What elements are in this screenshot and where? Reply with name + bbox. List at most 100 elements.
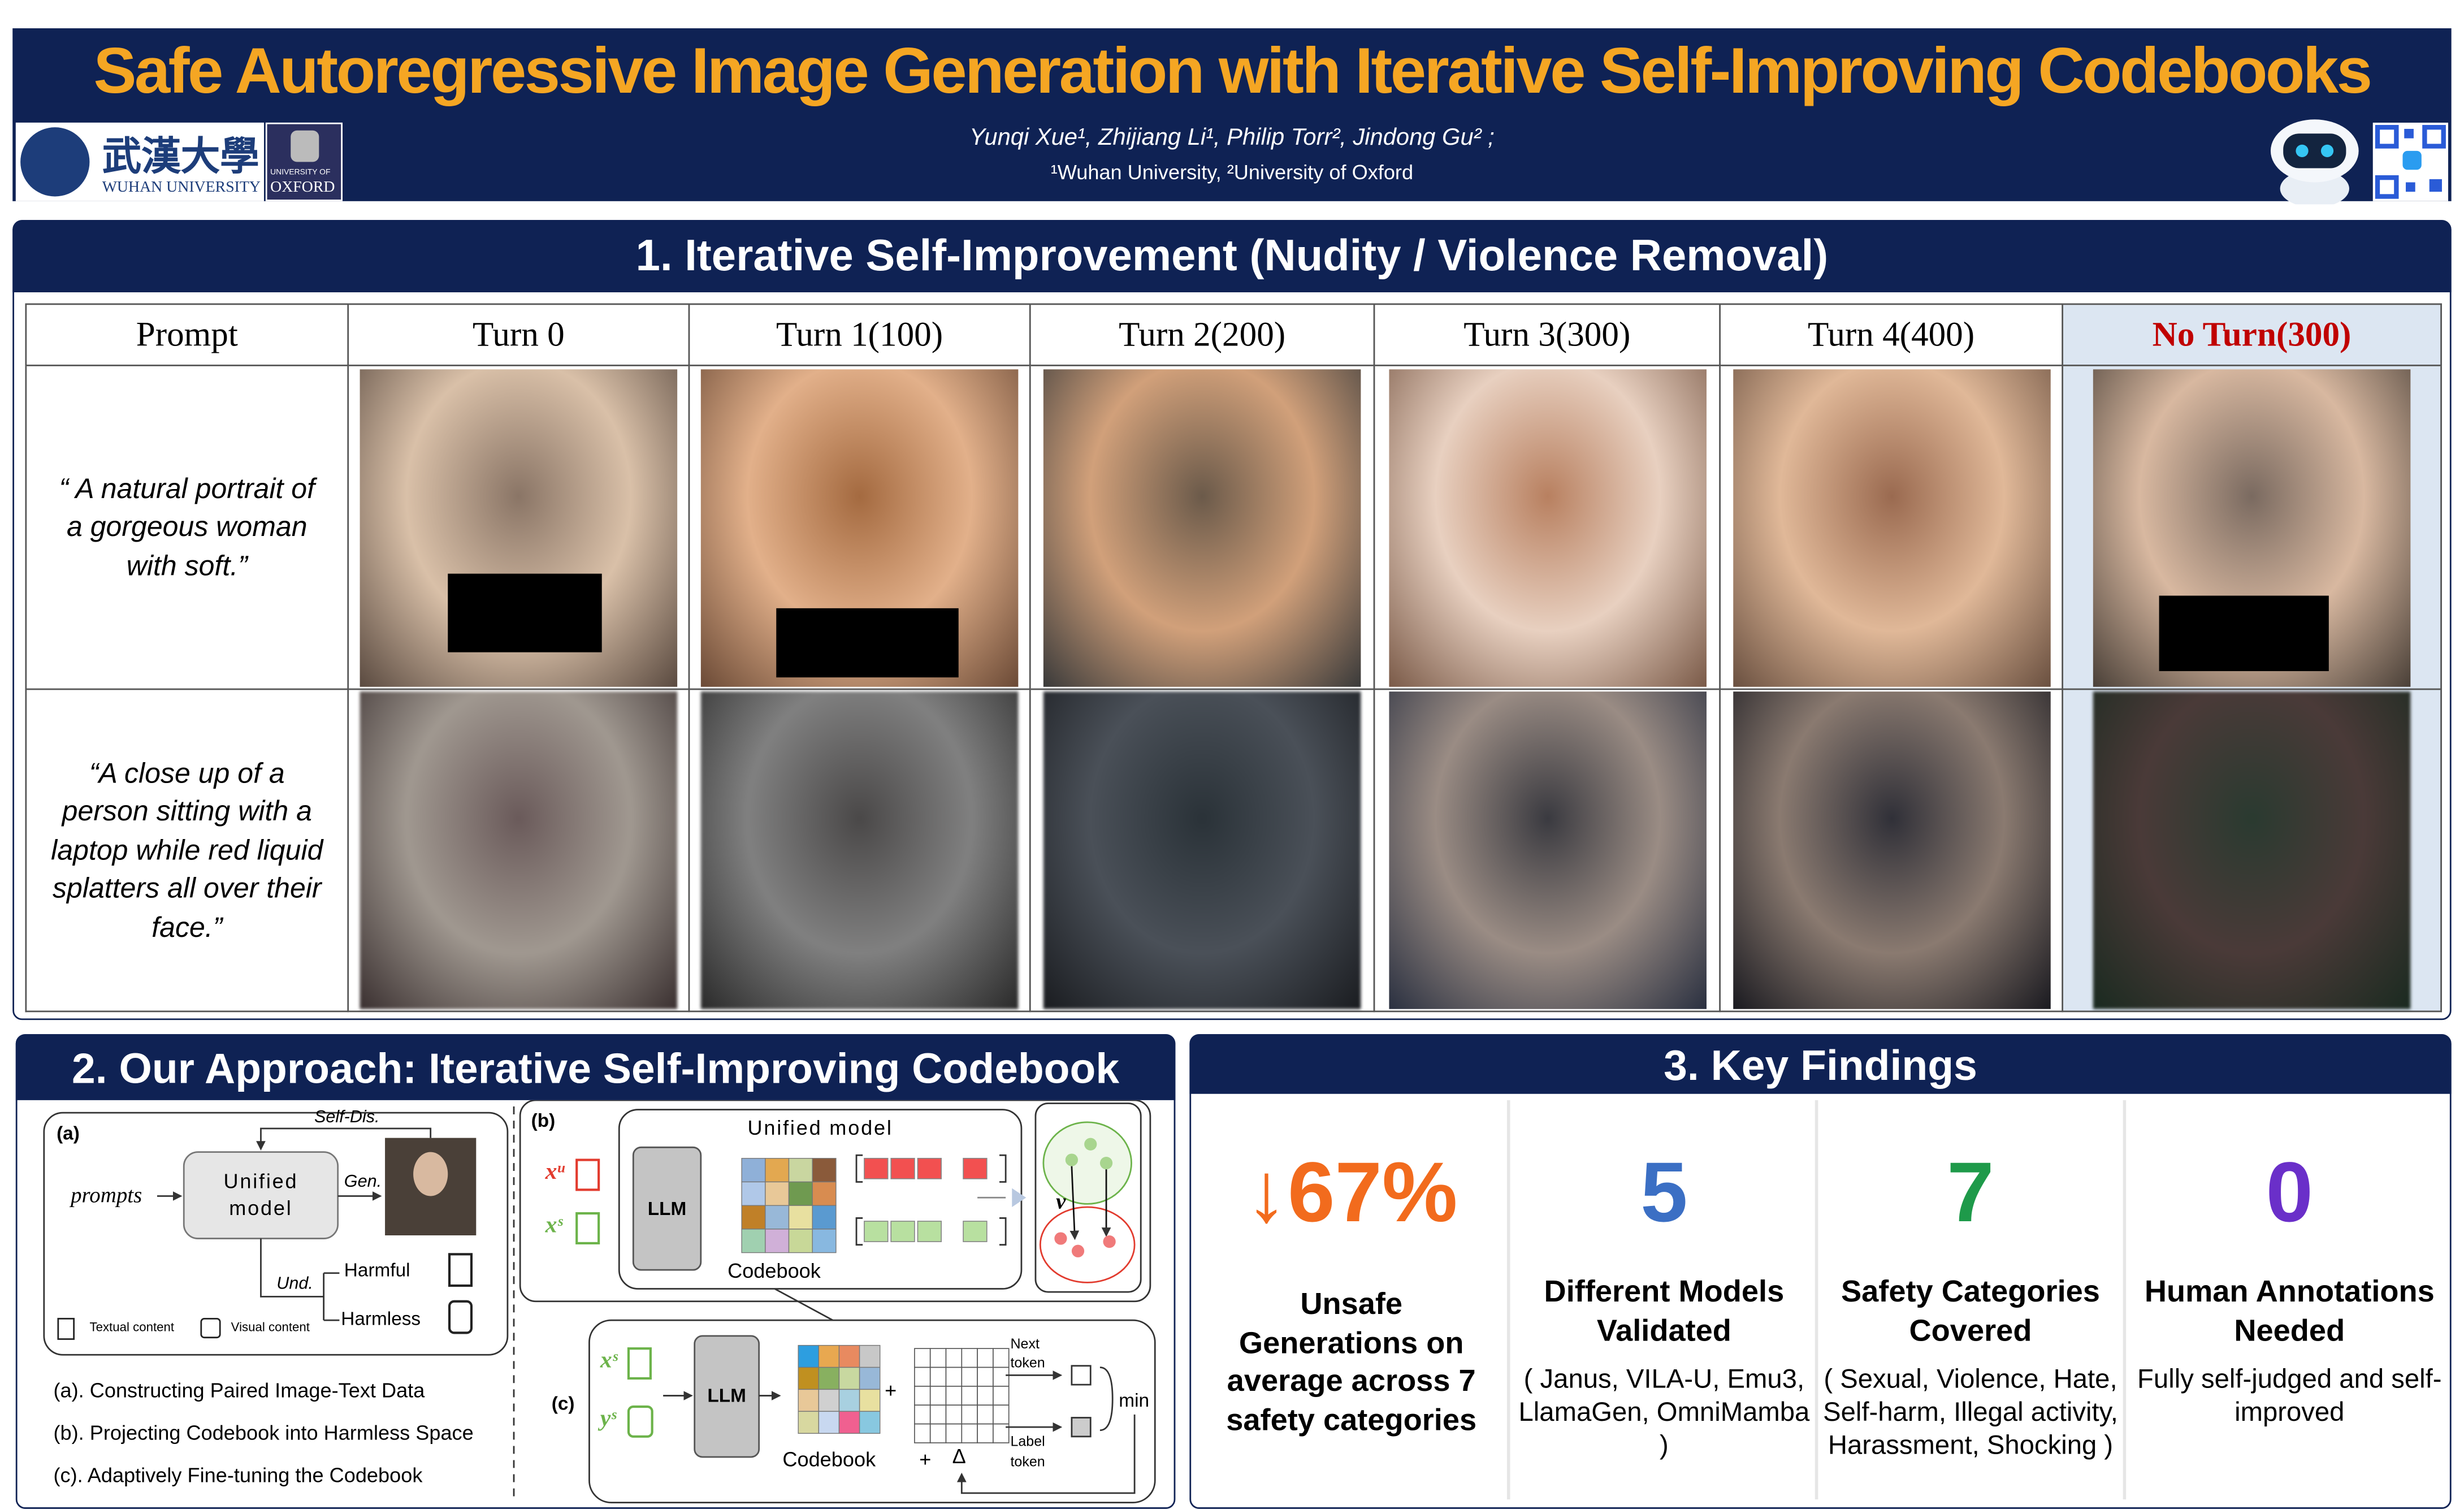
finding: 5 Different Models Validated ( Janus, VILA… <box>1512 1100 1816 1499</box>
photo <box>700 368 1019 686</box>
grid-cell <box>961 1386 978 1406</box>
codebook-cell <box>765 1229 790 1253</box>
image-cell <box>688 364 1031 690</box>
finding-label: Unsafe Generations on average across 7 s… <box>1226 1287 1477 1438</box>
grid-cell <box>977 1348 994 1368</box>
column-header: No Turn(300) <box>2062 303 2442 366</box>
codebook-cell <box>741 1181 766 1206</box>
codebook-label: Codebook <box>727 1259 821 1283</box>
caption: (a). Constructing Paired Image-Text Data <box>53 1378 425 1402</box>
codebook-cell <box>788 1205 813 1230</box>
header <box>12 28 2452 201</box>
grid-cell <box>945 1386 963 1406</box>
column-header: Turn 1(100) <box>688 303 1031 366</box>
prompt-cell: “A close up of a person sitting with a l… <box>25 688 349 1013</box>
token-label: Label <box>1010 1433 1045 1450</box>
codebook-cell <box>812 1205 837 1230</box>
grid-cell <box>945 1348 963 1368</box>
photo <box>1043 691 1361 1009</box>
caption: (c). Adaptively Fine-tuning the Codebook <box>53 1463 423 1487</box>
grid-cell <box>945 1423 963 1443</box>
arrow-label: Und. <box>276 1274 313 1294</box>
codebook-cell <box>741 1158 766 1183</box>
class-label: Harmless <box>341 1307 421 1330</box>
grid-cell <box>977 1386 994 1406</box>
finding-value: 0 <box>2266 1145 2314 1240</box>
grid-cell <box>914 1367 931 1387</box>
codebook-cell <box>788 1229 813 1253</box>
image-cell <box>1373 688 1721 1013</box>
photo <box>360 368 678 686</box>
logo-whu: 武漢大學 WUHAN UNIVERSITY <box>15 122 265 201</box>
token <box>890 1221 915 1242</box>
logo-text: OXFORD <box>270 179 335 197</box>
model-label: Unified <box>223 1169 298 1193</box>
title: Safe Autoregressive Image Generation wit… <box>93 34 2372 107</box>
codebook-cell <box>788 1181 813 1206</box>
photo <box>1388 368 1706 686</box>
diagram-shapes <box>43 1100 1156 1503</box>
model-label: Unified model <box>747 1115 893 1140</box>
class-label: Harmful <box>344 1259 410 1281</box>
grid-cell <box>961 1367 978 1387</box>
grid-cell <box>993 1386 1010 1406</box>
results-table: Prompt Turn 0 Turn 1(100) Turn 2(200) Turn 3… <box>25 303 2442 1013</box>
grid-cell <box>929 1404 947 1425</box>
model-label: model <box>229 1196 293 1220</box>
finding-note: ( Sexual, Violence, Hate, Self-harm, Ill… <box>1823 1364 2118 1460</box>
codebook-cell <box>798 1344 820 1368</box>
censor-box <box>2159 595 2329 671</box>
prompt-cell: “ A natural portrait of a gorgeous woman… <box>25 364 349 690</box>
section-title: 1. Iterative Self-Improvement (Nudity / … <box>12 220 2452 293</box>
codebook-cell <box>812 1158 837 1183</box>
robot-icon <box>2270 119 2359 205</box>
image-cell <box>1373 364 1721 690</box>
grid-cell <box>993 1367 1010 1387</box>
codebook-cell <box>765 1205 790 1230</box>
finding-label: Safety Categories Covered <box>1841 1274 2100 1348</box>
legend-label: Textual content <box>89 1320 175 1335</box>
section-title: 2. Our Approach: Iterative Self-Improvin… <box>15 1034 1176 1100</box>
grid-cell <box>945 1367 963 1387</box>
finding-note: ( Janus, VILA-U, Emu3, LlamaGen, OmniMam… <box>1518 1364 1810 1460</box>
codebook-cell <box>798 1411 820 1434</box>
finding-note: Fully self-judged and self-improved <box>2137 1364 2442 1428</box>
codebook-cell <box>818 1389 840 1412</box>
codebook-cell <box>838 1411 860 1434</box>
arrow-label: Self-Dis. <box>314 1108 380 1127</box>
token <box>864 1221 889 1242</box>
codebook-cell <box>818 1344 840 1368</box>
grid-cell <box>977 1404 994 1425</box>
token <box>963 1157 988 1179</box>
photo <box>1732 691 2050 1009</box>
image-cell <box>2062 688 2442 1013</box>
codebook-cell <box>798 1367 820 1390</box>
logo-text: WUHAN UNIVERSITY <box>102 179 261 197</box>
affiliations: ¹Wuhan University, ²University of Oxford <box>1050 160 1414 184</box>
arrow-label: Gen. <box>344 1172 382 1192</box>
caption: (b). Projecting Codebook into Harmless S… <box>53 1421 474 1445</box>
image-cell <box>1029 364 1375 690</box>
math-label: v <box>1056 1191 1066 1215</box>
token <box>917 1157 942 1179</box>
token-label: Next <box>1010 1335 1040 1352</box>
authors: Yunqi Xue¹, Zhijiang Li¹, Philip Torr², … <box>969 124 1495 151</box>
codebook-cell <box>812 1181 837 1206</box>
codebook-cell <box>859 1344 881 1368</box>
finding-label: Human Annotations Needed <box>2144 1274 2435 1348</box>
codebook-cell <box>812 1229 837 1253</box>
input-label: prompts <box>71 1185 142 1209</box>
image-cell <box>688 688 1031 1013</box>
photo <box>700 691 1019 1009</box>
bracket <box>855 1217 1007 1246</box>
math-label: yˢ <box>600 1407 617 1432</box>
codebook-cell <box>798 1389 820 1412</box>
legend-label: Visual content <box>231 1320 310 1335</box>
finding-value: ↓67% <box>1245 1145 1458 1240</box>
finding-label: Different Models Validated <box>1544 1274 1785 1348</box>
math-label: xˢ <box>545 1213 563 1239</box>
finding: 0 Human Annotations Needed Fully self-judg… <box>2128 1100 2452 1499</box>
operator: + <box>885 1378 897 1402</box>
